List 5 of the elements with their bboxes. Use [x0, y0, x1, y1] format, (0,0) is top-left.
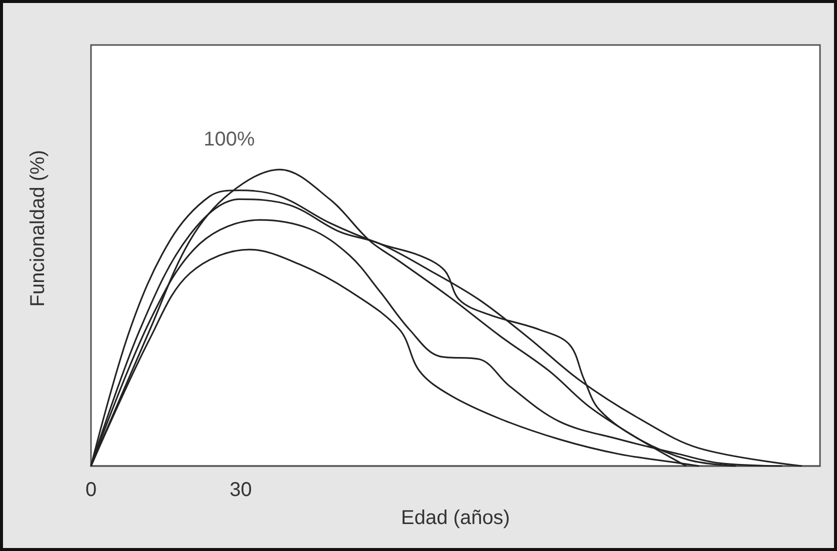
x-tick-label: 30	[230, 479, 252, 501]
y-axis-title: Funcionaldad (%)	[27, 150, 49, 307]
annotation: 100%	[204, 128, 255, 151]
x-tick-label: 0	[85, 479, 97, 501]
x-axis-title: Edad (años)	[401, 507, 510, 529]
